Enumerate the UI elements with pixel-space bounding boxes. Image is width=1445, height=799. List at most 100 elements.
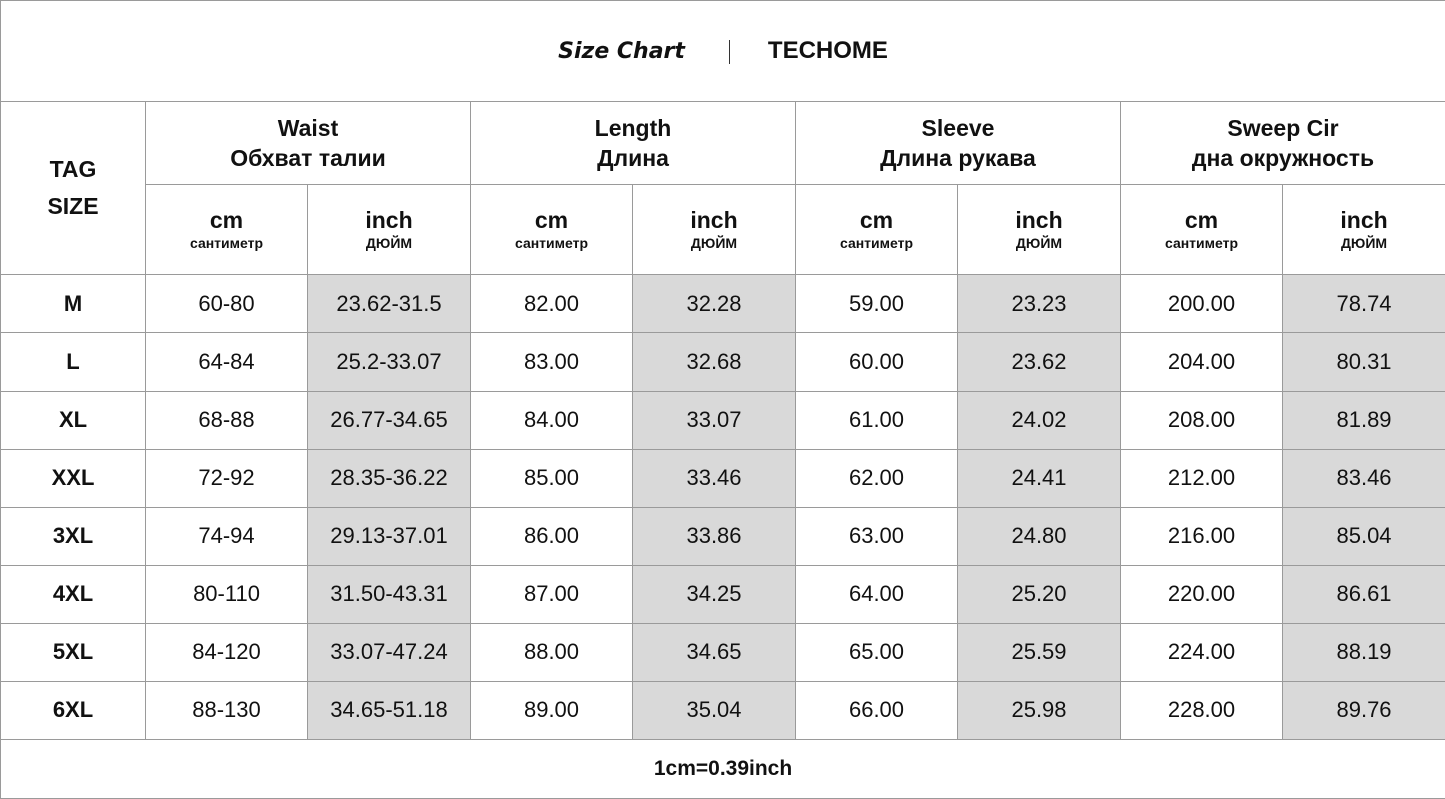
unit-label-ru: ДЮЙМ	[690, 234, 738, 251]
size-cell: 6XL	[0, 680, 146, 741]
value-cell: 25.59	[957, 622, 1121, 682]
value-cell: 80-110	[145, 564, 308, 624]
value-cell: 66.00	[795, 680, 958, 741]
value-cell: 61.00	[795, 390, 958, 450]
value-cell: 65.00	[795, 622, 958, 682]
value-cell: 200.00	[1120, 274, 1283, 334]
unit-label: cm	[209, 206, 244, 233]
value-cell: 62.00	[795, 448, 958, 508]
group-en: Sweep Cir	[1227, 115, 1339, 142]
value-cell: 68-88	[145, 390, 308, 450]
brand-name: TECHOME	[767, 37, 888, 65]
unit-header-inch: inch ДЮЙМ	[307, 184, 471, 276]
value-cell: 224.00	[1120, 622, 1283, 682]
value-cell: 204.00	[1120, 332, 1283, 392]
value-cell: 25.2-33.07	[307, 332, 471, 392]
value-cell: 33.86	[632, 506, 796, 566]
unit-label: inch	[1015, 206, 1063, 233]
value-cell: 228.00	[1120, 680, 1283, 741]
size-cell: L	[0, 332, 146, 392]
value-cell: 84-120	[145, 622, 308, 682]
unit-label-ru: ДЮЙМ	[1015, 234, 1063, 251]
unit-label-ru: ДЮЙМ	[1340, 234, 1388, 251]
unit-header-cm: cm сантиметр	[795, 184, 958, 276]
value-cell: 33.07	[632, 390, 796, 450]
size-cell: 5XL	[0, 622, 146, 682]
value-cell: 216.00	[1120, 506, 1283, 566]
unit-header-cm: cm сантиметр	[1120, 184, 1283, 276]
group-ru: дна окружность	[1191, 145, 1375, 172]
size-cell: 3XL	[0, 506, 146, 566]
group-en: Sleeve	[921, 115, 995, 142]
group-header-sleeve: Sleeve Длина рукава	[795, 101, 1121, 186]
value-cell: 80.31	[1281, 332, 1445, 392]
value-cell: 85.04	[1281, 506, 1445, 566]
size-chart-label: Size Chart	[558, 39, 685, 65]
value-cell: 33.07-47.24	[307, 622, 471, 682]
value-cell: 24.80	[957, 506, 1121, 566]
value-cell: 86.61	[1281, 564, 1445, 624]
group-en: Waist	[277, 115, 339, 142]
value-cell: 82.00	[470, 274, 633, 334]
value-cell: 31.50-43.31	[307, 564, 471, 624]
group-ru: Длина рукава	[880, 145, 1036, 172]
value-cell: 86.00	[470, 506, 633, 566]
value-cell: 59.00	[795, 274, 958, 334]
unit-header-inch: inch ДЮЙМ	[1281, 184, 1445, 276]
tag-size-header: TAG SIZE	[0, 101, 146, 276]
unit-label: cm	[534, 206, 569, 233]
value-cell: 88.00	[470, 622, 633, 682]
group-en: Length	[594, 115, 672, 142]
value-cell: 83.46	[1281, 448, 1445, 508]
unit-label: cm	[859, 206, 894, 233]
value-cell: 72-92	[145, 448, 308, 508]
value-cell: 84.00	[470, 390, 633, 450]
conversion-note: 1cm=0.39inch	[0, 739, 1445, 799]
value-cell: 64.00	[795, 564, 958, 624]
unit-label-ru: сантиметр	[514, 234, 589, 251]
value-cell: 88.19	[1281, 622, 1445, 682]
value-cell: 23.62	[957, 332, 1121, 392]
unit-label-ru: сантиметр	[189, 234, 264, 251]
value-cell: 29.13-37.01	[307, 506, 471, 566]
unit-label-ru: сантиметр	[839, 234, 914, 251]
value-cell: 34.25	[632, 564, 796, 624]
table-row: XXL 72-92 28.35-36.22 85.00 33.46 62.00 24.41 2…	[0, 448, 1445, 508]
value-cell: 26.77-34.65	[307, 390, 471, 450]
value-cell: 60-80	[145, 274, 308, 334]
value-cell: 83.00	[470, 332, 633, 392]
value-cell: 32.28	[632, 274, 796, 334]
value-cell: 32.68	[632, 332, 796, 392]
table-row: 4XL 80-110 31.50-43.31 87.00 34.25 64.00 25.20…	[0, 564, 1445, 624]
value-cell: 88-130	[145, 680, 308, 741]
value-cell: 28.35-36.22	[307, 448, 471, 508]
table-row: 6XL 88-130 34.65-51.18 89.00 35.04 66.00 25.98…	[0, 680, 1445, 741]
value-cell: 208.00	[1120, 390, 1283, 450]
group-header-sweep: Sweep Cir дна окружность	[1119, 101, 1445, 186]
value-cell: 81.89	[1281, 390, 1445, 450]
value-cell: 64-84	[145, 332, 308, 392]
value-cell: 220.00	[1120, 564, 1283, 624]
group-ru: Длина	[597, 145, 669, 172]
size-cell: 4XL	[0, 564, 146, 624]
value-cell: 25.98	[957, 680, 1121, 741]
value-cell: 24.41	[957, 448, 1121, 508]
group-header-waist: Waist Обхват талии	[145, 101, 471, 186]
value-cell: 24.02	[957, 390, 1121, 450]
group-header-length: Length Длина	[470, 101, 796, 186]
value-cell: 60.00	[795, 332, 958, 392]
unit-label: inch	[690, 206, 738, 233]
unit-label: cm	[1184, 206, 1219, 233]
title-divider	[728, 39, 730, 64]
tag-label: TAG	[49, 156, 97, 183]
value-cell: 85.00	[470, 448, 633, 508]
size-cell: XL	[0, 390, 146, 450]
chart-title: Size Chart TECHOME	[0, 0, 1445, 103]
size-cell: XXL	[0, 448, 146, 508]
value-cell: 34.65	[632, 622, 796, 682]
unit-header-cm: cm сантиметр	[470, 184, 633, 276]
value-cell: 212.00	[1120, 448, 1283, 508]
value-cell: 63.00	[795, 506, 958, 566]
size-label: SIZE	[47, 193, 99, 220]
